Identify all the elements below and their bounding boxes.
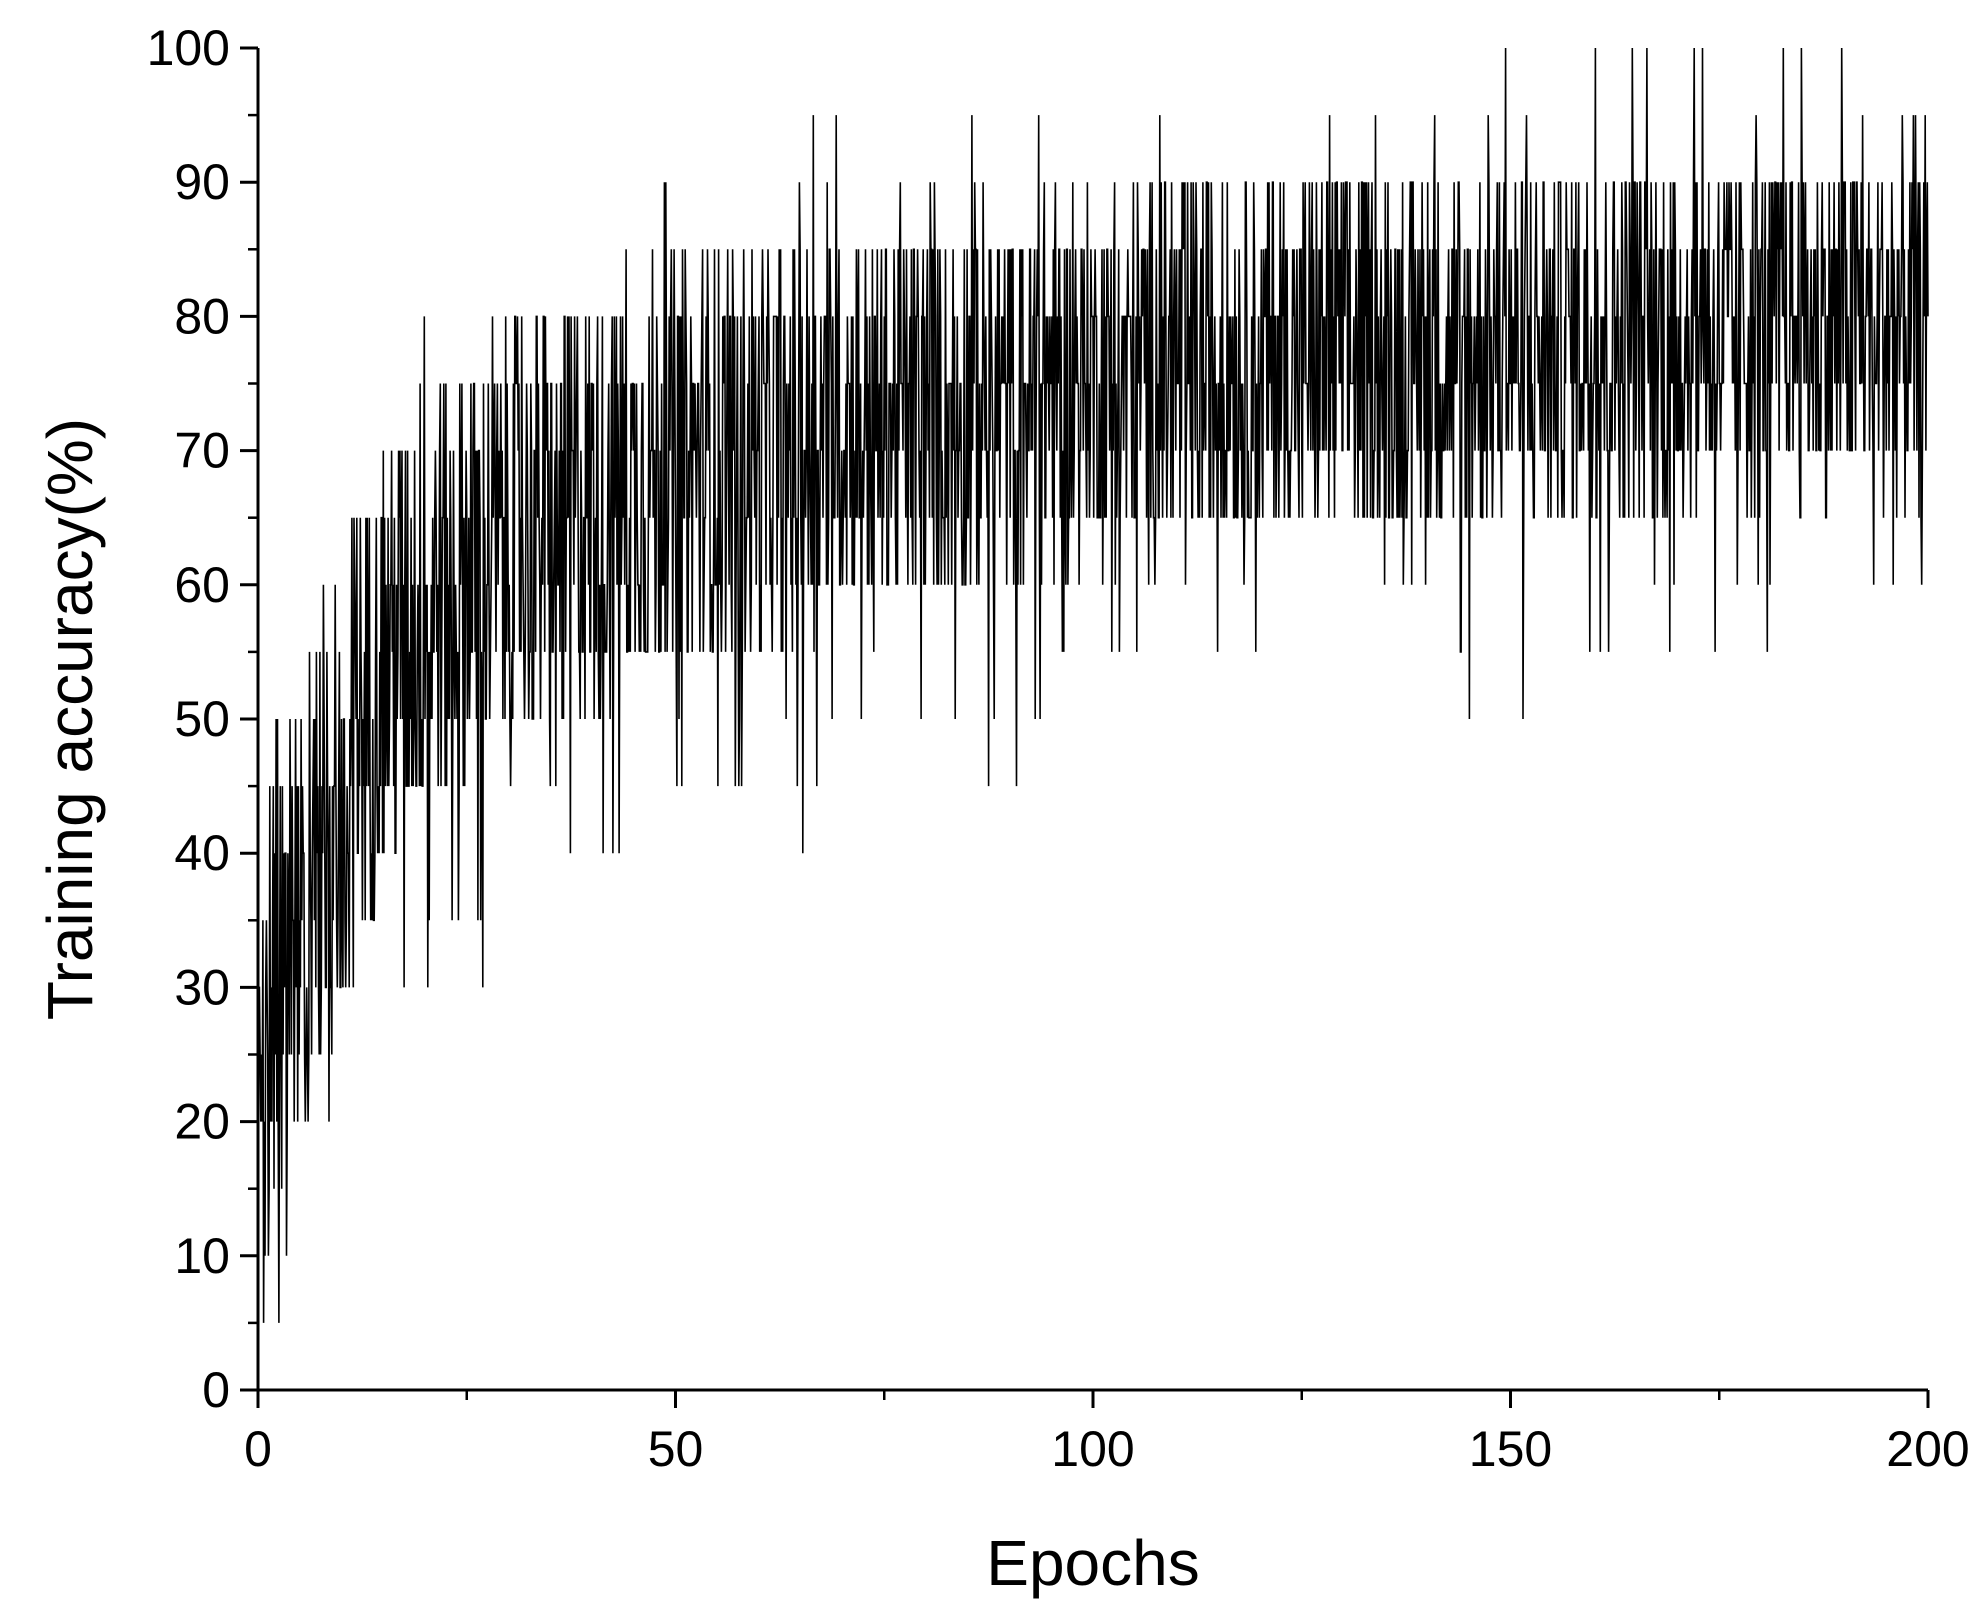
- axes: [256, 48, 1928, 1392]
- plot-area: [257, 47, 1929, 1323]
- x-tick-label: 50: [648, 1421, 704, 1477]
- y-tick-label: 20: [174, 1094, 230, 1150]
- accuracy-series-line: [257, 47, 1929, 1323]
- y-tick-label: 10: [174, 1228, 230, 1284]
- y-tick-label: 70: [174, 423, 230, 479]
- y-tick-label: 80: [174, 288, 230, 344]
- tick-labels: 0 10 20 30 40 50 60 70 80 90 100 0 50 100 150 200: [147, 20, 1970, 1477]
- x-axis-title: Epochs: [986, 1527, 1199, 1599]
- tick-marks: [240, 46, 1930, 1408]
- y-tick-label: 40: [174, 825, 230, 881]
- x-tick-label: 100: [1051, 1421, 1134, 1477]
- y-tick-label: 50: [174, 691, 230, 747]
- x-tick-label: 0: [244, 1421, 272, 1477]
- y-axis-title: Training accuracy(%): [34, 418, 106, 1020]
- x-tick-label: 200: [1886, 1421, 1969, 1477]
- y-tick-label: 30: [174, 959, 230, 1015]
- y-tick-label: 60: [174, 557, 230, 613]
- y-tick-label: 0: [202, 1362, 230, 1418]
- x-tick-label: 150: [1469, 1421, 1552, 1477]
- y-tick-label: 100: [147, 20, 230, 76]
- y-tick-label: 90: [174, 154, 230, 210]
